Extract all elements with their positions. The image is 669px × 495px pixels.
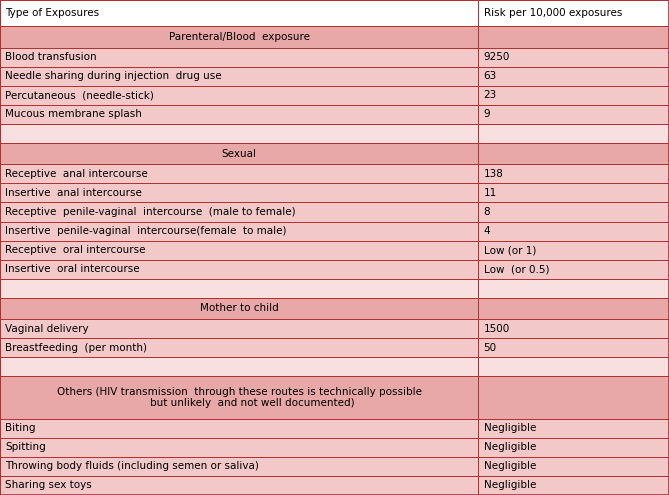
Text: Receptive  anal intercourse: Receptive anal intercourse: [5, 169, 148, 179]
Text: Risk per 10,000 exposures: Risk per 10,000 exposures: [484, 8, 622, 18]
Bar: [0, 279, 669, 298]
Bar: [0, 202, 478, 222]
Bar: [478, 164, 669, 183]
Text: 8: 8: [484, 207, 490, 217]
Text: Throwing body fluids (including semen or saliva): Throwing body fluids (including semen or…: [5, 461, 259, 471]
Bar: [0, 457, 478, 476]
Bar: [0, 124, 669, 143]
Text: Biting: Biting: [5, 423, 36, 433]
Bar: [0, 438, 478, 457]
Bar: [0, 143, 669, 164]
Text: Insertive  penile-vaginal  intercourse(female  to male): Insertive penile-vaginal intercourse(fem…: [5, 226, 287, 236]
Text: Spitting: Spitting: [5, 443, 46, 452]
Text: Needle sharing during injection  drug use: Needle sharing during injection drug use: [5, 71, 222, 81]
Text: Breastfeeding  (per month): Breastfeeding (per month): [5, 343, 147, 352]
Bar: [478, 222, 669, 241]
Bar: [478, 457, 669, 476]
Bar: [478, 438, 669, 457]
Bar: [0, 27, 669, 48]
Bar: [0, 260, 478, 279]
Bar: [478, 241, 669, 260]
Text: Low  (or 0.5): Low (or 0.5): [484, 264, 549, 274]
Text: 4: 4: [484, 226, 490, 236]
Text: Parenteral/Blood  exposure: Parenteral/Blood exposure: [169, 32, 310, 42]
Bar: [478, 86, 669, 105]
Bar: [0, 67, 478, 86]
Bar: [478, 105, 669, 124]
Bar: [478, 476, 669, 495]
Text: 9: 9: [484, 109, 490, 119]
Text: Receptive  oral intercourse: Receptive oral intercourse: [5, 245, 146, 255]
Bar: [478, 48, 669, 67]
Text: Receptive  penile-vaginal  intercourse  (male to female): Receptive penile-vaginal intercourse (ma…: [5, 207, 296, 217]
Text: Insertive  anal intercourse: Insertive anal intercourse: [5, 188, 142, 198]
Bar: [0, 298, 669, 319]
Bar: [478, 419, 669, 438]
Text: Others (HIV transmission  through these routes is technically possible
        b: Others (HIV transmission through these r…: [57, 387, 421, 408]
Text: 50: 50: [484, 343, 497, 352]
Bar: [0, 48, 478, 67]
Text: Percutaneous  (needle-stick): Percutaneous (needle-stick): [5, 91, 155, 100]
Text: 11: 11: [484, 188, 497, 198]
Bar: [0, 105, 478, 124]
Bar: [0, 419, 478, 438]
Text: Mother to child: Mother to child: [200, 303, 278, 313]
Text: Insertive  oral intercourse: Insertive oral intercourse: [5, 264, 140, 274]
Text: Negligible: Negligible: [484, 481, 536, 491]
Text: Sexual: Sexual: [221, 148, 257, 159]
Bar: [0, 376, 669, 419]
Text: Negligible: Negligible: [484, 423, 536, 433]
Bar: [478, 319, 669, 338]
Text: Negligible: Negligible: [484, 461, 536, 471]
Bar: [478, 338, 669, 357]
Bar: [0, 86, 478, 105]
Text: Mucous membrane splash: Mucous membrane splash: [5, 109, 142, 119]
Bar: [0, 338, 478, 357]
Text: 138: 138: [484, 169, 504, 179]
Bar: [478, 260, 669, 279]
Bar: [478, 67, 669, 86]
Text: Type of Exposures: Type of Exposures: [5, 8, 100, 18]
Text: 23: 23: [484, 91, 497, 100]
Bar: [0, 476, 478, 495]
Bar: [0, 0, 478, 27]
Bar: [0, 319, 478, 338]
Bar: [0, 183, 478, 202]
Bar: [478, 202, 669, 222]
Bar: [0, 241, 478, 260]
Bar: [478, 0, 669, 27]
Text: Low (or 1): Low (or 1): [484, 245, 536, 255]
Text: Blood transfusion: Blood transfusion: [5, 52, 97, 62]
Bar: [0, 222, 478, 241]
Text: Negligible: Negligible: [484, 443, 536, 452]
Text: 63: 63: [484, 71, 497, 81]
Bar: [478, 183, 669, 202]
Text: 1500: 1500: [484, 324, 510, 334]
Text: Vaginal delivery: Vaginal delivery: [5, 324, 89, 334]
Bar: [0, 357, 669, 376]
Text: 9250: 9250: [484, 52, 510, 62]
Bar: [0, 164, 478, 183]
Text: Sharing sex toys: Sharing sex toys: [5, 481, 92, 491]
